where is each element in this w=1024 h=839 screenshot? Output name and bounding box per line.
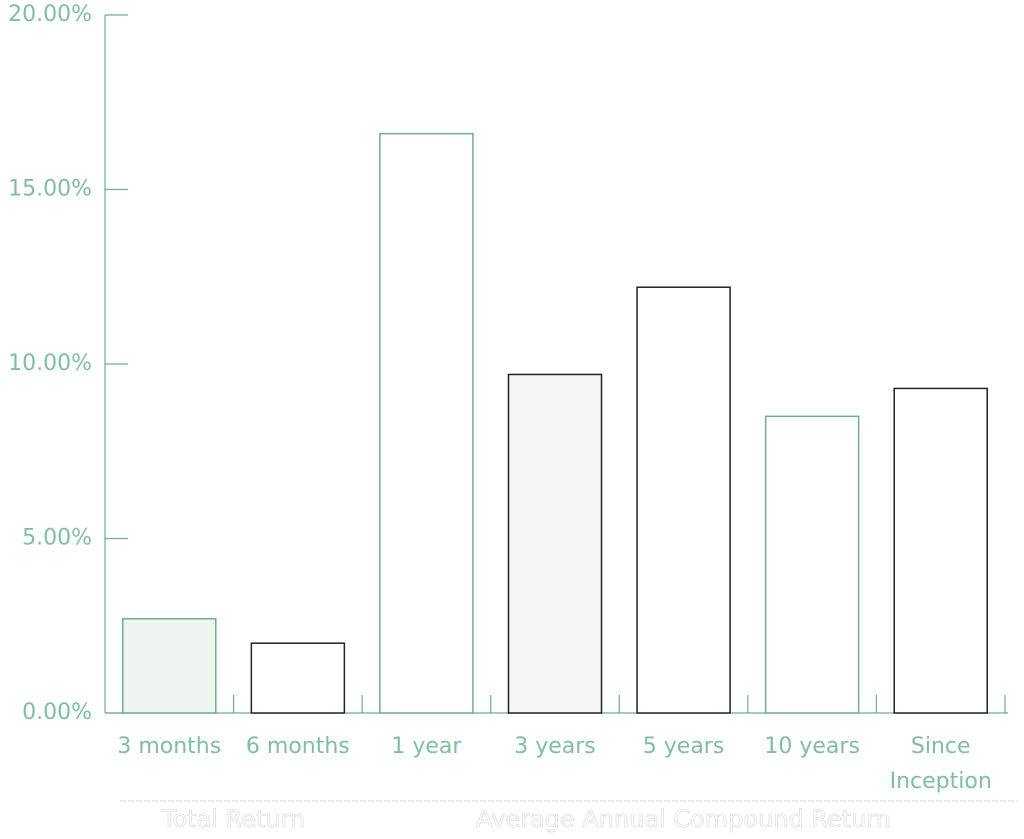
x-tick-label: 1 year [391,734,462,759]
x-tick-label: 5 years [642,734,725,759]
bar [507,373,603,714]
bar [764,415,860,714]
bar [636,286,731,714]
group-label: Total Return [161,805,305,833]
y-tick-label: 15.00% [8,177,92,202]
y-tick-label: 20.00% [8,2,92,27]
x-tick-label: 10 years [764,734,860,759]
bar [379,132,474,714]
bar [250,642,346,714]
y-tick-label: 0.00% [22,700,92,725]
bar [122,618,217,714]
y-tick-label: 10.00% [8,351,92,376]
x-tick-label: Since Inception [889,734,992,794]
group-label: Average Annual Compound Return [476,805,891,833]
bar [893,387,988,714]
x-tick-label: 3 months [117,734,222,759]
x-tick-label: 3 years [514,734,596,759]
y-tick-label: 5.00% [22,526,92,551]
x-tick-label: 6 months [245,734,350,759]
